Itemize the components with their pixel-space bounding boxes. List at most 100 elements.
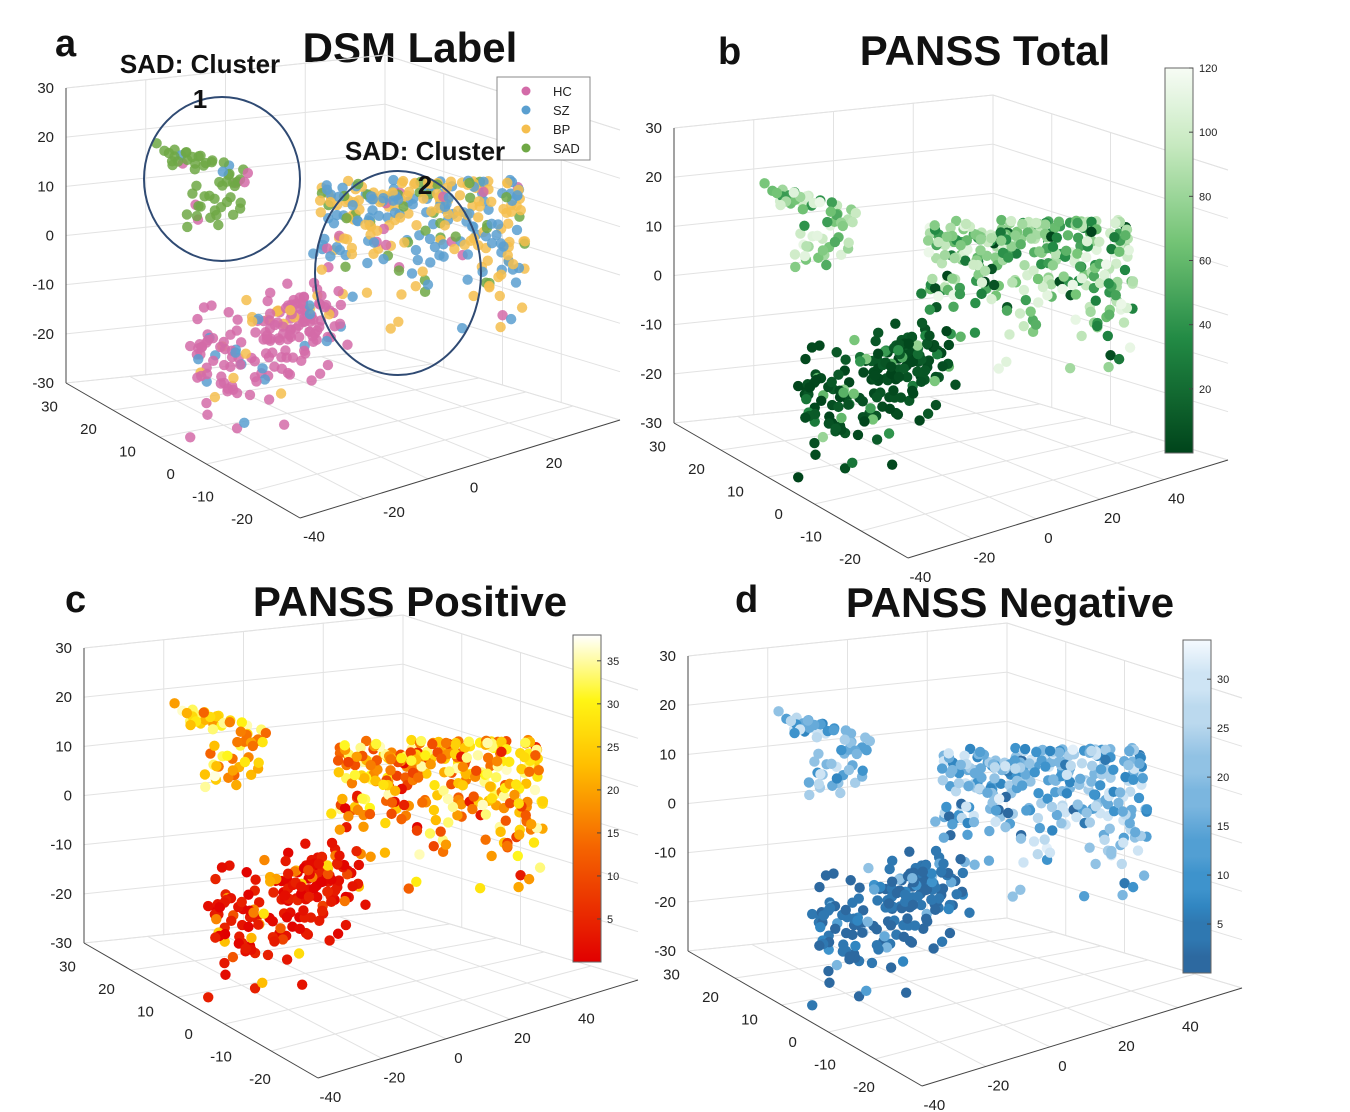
grid-line [65,349,621,421]
data-point [414,849,425,860]
data-point [949,252,960,264]
data-point [847,897,858,908]
data-point [916,317,928,329]
data-point [218,336,229,348]
data-point [828,724,840,736]
data-point [837,220,848,232]
data-point [861,985,872,996]
data-point [854,356,866,367]
data-point [886,459,898,470]
data-point [836,412,847,424]
data-point [982,787,993,799]
data-point [429,779,440,791]
data-point [938,832,950,843]
grid-line [321,356,557,441]
data-point [229,180,240,192]
data-point [1091,244,1102,255]
data-point [1032,812,1044,824]
data-point [420,750,431,761]
data-point [826,758,837,770]
z-tick-label: 10 [37,178,54,195]
data-point [513,798,524,809]
data-point [1067,744,1079,755]
data-point [923,355,935,366]
data-point [922,408,934,419]
x-axis-line [317,979,639,1079]
grid-line [83,663,639,739]
data-point [317,905,328,916]
data-point [335,299,347,311]
legend-box [496,76,591,161]
data-point [933,291,944,302]
data-point [316,290,327,301]
grid-line [224,951,545,1025]
x-axis-line [907,459,1229,559]
data-point [269,936,280,947]
data-point [332,928,344,939]
colorbar-tick-label: 20 [607,785,619,797]
data-point [936,936,948,947]
data-point [285,331,297,343]
data-point [790,261,801,273]
data-point [947,819,958,830]
y-tick-label: -20 [249,1071,271,1088]
data-point [1095,764,1107,775]
data-point [349,769,361,781]
data-point [505,313,517,325]
x-tick-label: -40 [924,1097,946,1112]
panel-letter-a: a [55,23,77,65]
data-point [996,235,1007,246]
data-point [1030,217,1042,229]
data-point [498,791,510,802]
data-point [342,339,353,350]
data-point [995,227,1006,238]
x-tick-label: -40 [320,1089,342,1106]
data-point [1010,763,1021,774]
data-point [346,248,358,260]
data-point [412,254,424,266]
data-point [264,308,276,319]
data-point [387,187,398,198]
data-point [1051,809,1063,821]
data-point [893,344,904,356]
data-point [430,814,442,826]
data-point [337,793,348,805]
data-point [364,808,376,820]
data-point [849,334,860,346]
data-point [845,875,856,886]
data-point [462,249,474,260]
data-point [236,896,247,908]
data-point [1000,821,1011,833]
data-point [924,304,936,315]
grid-line [687,868,1243,941]
data-point [943,339,955,351]
data-point [316,876,327,888]
data-point [191,180,202,191]
data-point [1120,230,1131,241]
data-point [1071,811,1082,823]
data-point [398,799,410,811]
z-tick-label: 30 [645,120,662,137]
data-point [342,175,354,187]
data-point [181,209,193,220]
panel-title-b: PANSS Total [860,27,1110,74]
data-point [424,233,436,245]
data-point [347,291,358,302]
data-point [425,257,436,268]
data-point [1090,295,1101,306]
annotations-a: SAD: Cluster 1 SAD: Cluster 2 [120,49,505,376]
data-point [1019,743,1031,755]
data-point [1014,308,1026,319]
data-point [1072,248,1083,259]
data-point [214,176,225,188]
data-point [885,920,897,931]
data-point [495,826,506,838]
data-point [268,887,279,898]
data-point [916,376,927,388]
z-tick-label: 0 [46,228,54,245]
data-point [1048,774,1059,785]
data-point [486,237,498,249]
y-tick-label: -10 [192,489,214,506]
data-point [1088,789,1100,800]
data-point [1137,772,1148,784]
